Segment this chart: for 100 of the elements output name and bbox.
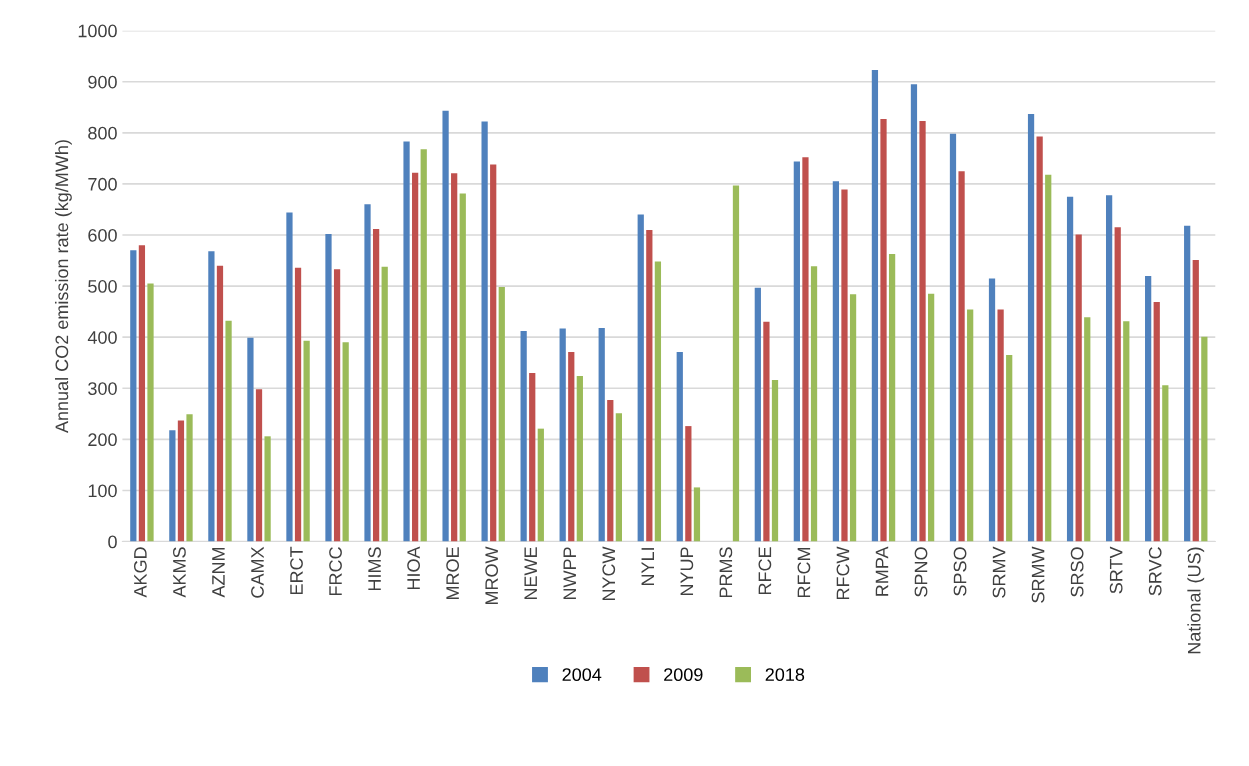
bar [442, 110, 449, 542]
bar [364, 204, 371, 542]
bar [793, 161, 800, 542]
bar [372, 228, 380, 542]
x-tick-label: SRMW [1031, 546, 1045, 603]
x-tick-label: SRMV [992, 546, 1006, 598]
bar [949, 133, 957, 542]
bar [325, 233, 332, 542]
bar [1075, 234, 1082, 542]
x-tick-label: ERCT [290, 546, 303, 595]
x-tick-label: SRVC [1148, 547, 1162, 596]
x-tick-label: NYCW [602, 546, 616, 601]
bar [138, 245, 146, 542]
bar [637, 214, 644, 542]
bar [576, 376, 583, 542]
bar [615, 413, 622, 542]
x-tick-label: HIMS [368, 547, 381, 591]
bar [520, 331, 527, 542]
bar [1027, 113, 1035, 542]
bar [1184, 225, 1191, 542]
x-tick-label: AKMS [173, 547, 186, 598]
x-tick-label: CAMX [251, 546, 264, 598]
bar [1084, 317, 1091, 542]
y-tick-label: 800 [88, 126, 117, 140]
bar [1123, 321, 1130, 542]
bar [967, 309, 974, 542]
bar [169, 430, 176, 542]
bar [294, 267, 302, 542]
bar [264, 436, 271, 542]
bar [646, 229, 653, 542]
bar [459, 193, 466, 542]
x-tick-label: SRTV [1109, 546, 1123, 594]
bar [802, 157, 809, 542]
legend-label: 2009 [664, 668, 703, 682]
x-tick-label: AKGD [133, 547, 147, 598]
bar [1145, 275, 1152, 542]
bar [958, 171, 965, 542]
x-tick-label: AZNM [212, 547, 225, 598]
bar [498, 287, 505, 542]
y-tick-label: 500 [88, 280, 117, 293]
bar [997, 309, 1004, 542]
bar [559, 328, 566, 542]
x-tick-label: SPSO [953, 547, 967, 596]
bar [1153, 301, 1160, 542]
bar [1045, 174, 1052, 542]
x-tick-label: SRSO [1070, 547, 1084, 597]
x-tick-label: HIOA [407, 546, 420, 590]
x-tick-label: FRCC [329, 547, 342, 596]
x-tick-label: MROE [446, 547, 460, 600]
bar [568, 352, 575, 542]
bar [333, 269, 341, 542]
y-tick-label: 300 [88, 382, 117, 396]
x-tick-label: NYUP [680, 547, 694, 596]
bar [1114, 227, 1121, 542]
bar [919, 121, 926, 542]
x-tick-label: PRMS [719, 547, 733, 598]
bar [381, 266, 388, 542]
bar [1066, 196, 1074, 542]
bar [286, 212, 293, 542]
bar [403, 141, 410, 542]
bar [451, 173, 458, 542]
bar [529, 372, 536, 542]
bar [880, 119, 887, 542]
bar [177, 420, 185, 542]
bar [420, 149, 427, 542]
bar [928, 293, 935, 542]
bar [481, 121, 488, 542]
bar [216, 265, 224, 542]
bar [988, 278, 996, 542]
bar [763, 321, 770, 542]
x-tick-label: NYLI [641, 548, 654, 586]
bar [1201, 336, 1208, 542]
bar [754, 287, 761, 542]
y-axis-title: Annual CO2 emission rate (kg/MWh) [54, 140, 72, 434]
x-tick-label: NWPP [563, 547, 576, 600]
bar [771, 380, 779, 542]
bar [841, 189, 848, 542]
bar [490, 164, 497, 542]
y-tick-label: 600 [88, 228, 117, 242]
bar [537, 428, 544, 542]
bar [693, 487, 701, 542]
bar [910, 84, 918, 542]
bar [342, 342, 349, 542]
bar [147, 283, 154, 542]
bar [849, 294, 857, 542]
bar [412, 172, 419, 542]
x-tick-label: MROW [485, 546, 499, 605]
bar [1006, 355, 1013, 542]
x-tick-label: National (US) [1187, 547, 1205, 654]
bar [676, 352, 683, 542]
x-tick-label: RFCM [797, 547, 811, 598]
bar [685, 426, 692, 542]
x-tick-label: SPNO [914, 547, 928, 597]
y-tick-label: 900 [88, 75, 117, 89]
bar [654, 261, 662, 542]
y-tick-label: 0 [108, 535, 117, 549]
bar [832, 181, 840, 542]
y-tick-label: 200 [88, 433, 117, 447]
y-tick-label: 100 [88, 484, 117, 498]
legend-label: 2018 [765, 668, 805, 682]
